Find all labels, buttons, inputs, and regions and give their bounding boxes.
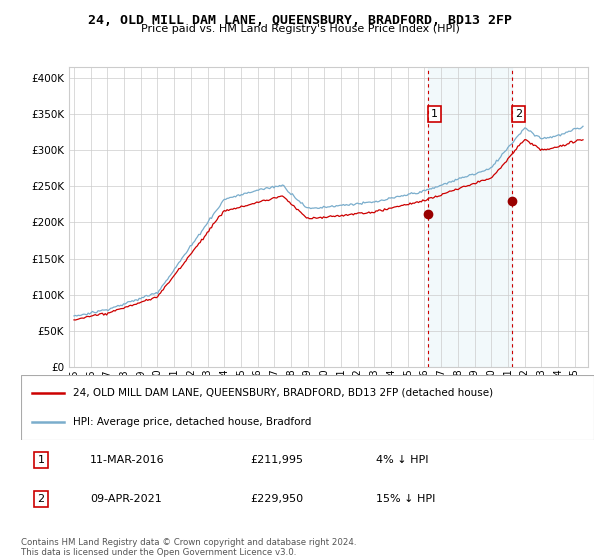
Text: 15% ↓ HPI: 15% ↓ HPI — [376, 494, 436, 504]
Text: 09-APR-2021: 09-APR-2021 — [90, 494, 161, 504]
Text: Contains HM Land Registry data © Crown copyright and database right 2024.
This d: Contains HM Land Registry data © Crown c… — [21, 538, 356, 557]
Text: £211,995: £211,995 — [250, 455, 303, 465]
Text: 24, OLD MILL DAM LANE, QUEENSBURY, BRADFORD, BD13 2FP: 24, OLD MILL DAM LANE, QUEENSBURY, BRADF… — [88, 14, 512, 27]
Text: 24, OLD MILL DAM LANE, QUEENSBURY, BRADFORD, BD13 2FP (detached house): 24, OLD MILL DAM LANE, QUEENSBURY, BRADF… — [73, 388, 493, 398]
Bar — [428, 67, 512, 367]
Text: 4% ↓ HPI: 4% ↓ HPI — [376, 455, 429, 465]
Text: 2: 2 — [515, 109, 523, 119]
Text: £229,950: £229,950 — [250, 494, 304, 504]
Text: 1: 1 — [431, 109, 438, 119]
Text: Price paid vs. HM Land Registry's House Price Index (HPI): Price paid vs. HM Land Registry's House … — [140, 24, 460, 34]
Text: 1: 1 — [38, 455, 44, 465]
Text: HPI: Average price, detached house, Bradford: HPI: Average price, detached house, Brad… — [73, 417, 311, 427]
Text: 2: 2 — [37, 494, 44, 504]
Text: 11-MAR-2016: 11-MAR-2016 — [90, 455, 164, 465]
